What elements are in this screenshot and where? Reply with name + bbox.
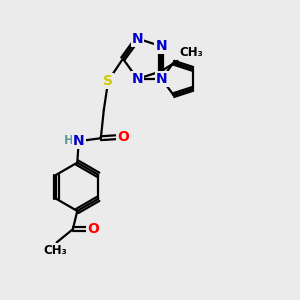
Text: H: H (64, 134, 74, 147)
Text: S: S (103, 74, 113, 88)
Text: N: N (132, 72, 143, 86)
Text: N: N (156, 72, 167, 86)
Text: N: N (132, 32, 143, 46)
Text: O: O (117, 130, 129, 144)
Text: N: N (155, 39, 167, 53)
Text: CH₃: CH₃ (179, 46, 203, 59)
Text: N: N (73, 134, 85, 148)
Text: CH₃: CH₃ (43, 244, 67, 257)
Text: O: O (88, 222, 99, 236)
